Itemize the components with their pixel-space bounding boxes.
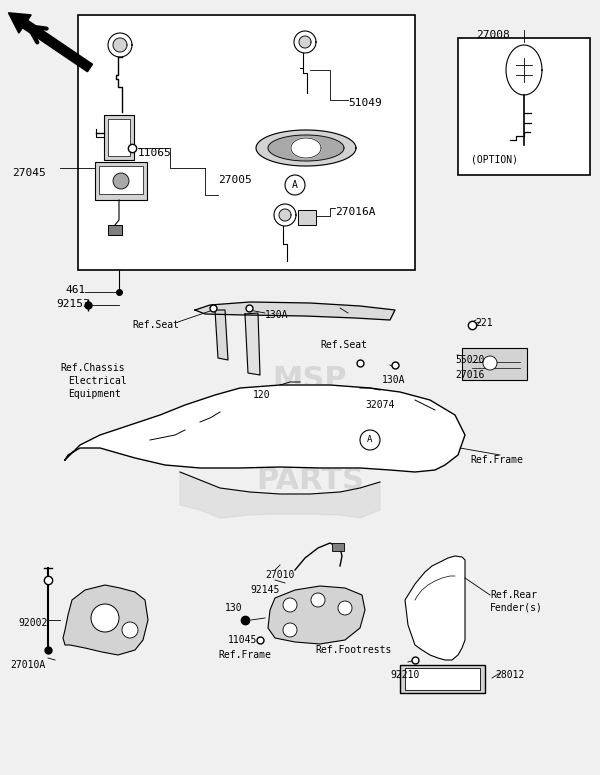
Polygon shape xyxy=(245,313,260,375)
Circle shape xyxy=(311,593,325,607)
Text: 32074: 32074 xyxy=(365,400,394,410)
Text: A: A xyxy=(292,180,298,190)
Text: 92002: 92002 xyxy=(18,618,47,628)
Bar xyxy=(95,162,147,200)
Text: 92145: 92145 xyxy=(250,585,280,595)
Text: Ref.Frame: Ref.Frame xyxy=(218,650,271,660)
Bar xyxy=(405,668,480,690)
Text: 221: 221 xyxy=(475,318,493,328)
Polygon shape xyxy=(291,138,321,158)
Text: 27010A: 27010A xyxy=(10,660,45,670)
Text: Ref.Seat: Ref.Seat xyxy=(132,320,179,330)
Text: 130A: 130A xyxy=(382,375,406,385)
Bar xyxy=(99,166,143,194)
Text: 28012: 28012 xyxy=(495,670,524,680)
Text: A: A xyxy=(367,436,373,445)
Polygon shape xyxy=(268,586,365,644)
Text: (OPTION): (OPTION) xyxy=(471,155,518,165)
Text: Ref.Chassis: Ref.Chassis xyxy=(60,363,125,373)
Text: Ref.Seat: Ref.Seat xyxy=(320,340,367,350)
Circle shape xyxy=(283,598,297,612)
Text: Ref.Frame: Ref.Frame xyxy=(470,455,523,465)
Circle shape xyxy=(360,430,380,450)
Text: 11065: 11065 xyxy=(138,148,172,158)
Text: 92153: 92153 xyxy=(56,299,90,309)
Polygon shape xyxy=(405,556,465,660)
Polygon shape xyxy=(279,209,291,221)
Bar xyxy=(108,119,130,156)
Text: 51049: 51049 xyxy=(348,98,382,108)
Text: 120: 120 xyxy=(253,390,271,400)
Polygon shape xyxy=(180,472,380,518)
Polygon shape xyxy=(274,204,296,226)
Text: 461: 461 xyxy=(65,285,85,295)
Text: 11045: 11045 xyxy=(228,635,257,645)
Polygon shape xyxy=(256,130,356,166)
Text: 27010: 27010 xyxy=(265,570,295,580)
Text: 27045: 27045 xyxy=(12,168,46,178)
Polygon shape xyxy=(215,310,228,360)
Polygon shape xyxy=(108,33,132,57)
Polygon shape xyxy=(294,31,316,53)
Text: 27008: 27008 xyxy=(476,30,510,40)
Bar xyxy=(298,210,316,225)
Bar xyxy=(78,15,415,270)
Polygon shape xyxy=(506,45,542,95)
Circle shape xyxy=(283,623,297,637)
Bar xyxy=(462,348,527,380)
Polygon shape xyxy=(268,135,344,161)
Text: 27005: 27005 xyxy=(218,175,252,185)
Polygon shape xyxy=(195,302,395,320)
Circle shape xyxy=(113,173,129,189)
Circle shape xyxy=(338,601,352,615)
Text: 27016: 27016 xyxy=(455,370,484,380)
Text: 92210: 92210 xyxy=(390,670,419,680)
FancyArrow shape xyxy=(8,13,92,72)
Circle shape xyxy=(285,175,305,195)
Bar xyxy=(104,115,134,160)
Text: Fender(s): Fender(s) xyxy=(490,603,543,613)
Text: Equipment: Equipment xyxy=(68,389,121,399)
Text: 27016A: 27016A xyxy=(335,207,376,217)
Circle shape xyxy=(122,622,138,638)
Circle shape xyxy=(483,356,497,370)
Bar xyxy=(458,38,590,175)
Text: Electrical: Electrical xyxy=(68,376,127,386)
Polygon shape xyxy=(113,38,127,52)
Bar xyxy=(332,543,344,551)
Circle shape xyxy=(91,604,119,632)
Text: Ref.Rear: Ref.Rear xyxy=(490,590,537,600)
Text: 130A: 130A xyxy=(265,310,289,320)
Text: 55020: 55020 xyxy=(455,355,484,365)
Text: 130: 130 xyxy=(225,603,242,613)
Bar xyxy=(400,665,485,693)
Polygon shape xyxy=(65,385,465,472)
Text: MSP
MOTORCYCLE
SPORTS
PARTS: MSP MOTORCYCLE SPORTS PARTS xyxy=(194,365,426,495)
Polygon shape xyxy=(299,36,311,48)
Polygon shape xyxy=(63,585,148,655)
Text: Ref.Footrests: Ref.Footrests xyxy=(315,645,391,655)
Bar xyxy=(108,225,122,235)
